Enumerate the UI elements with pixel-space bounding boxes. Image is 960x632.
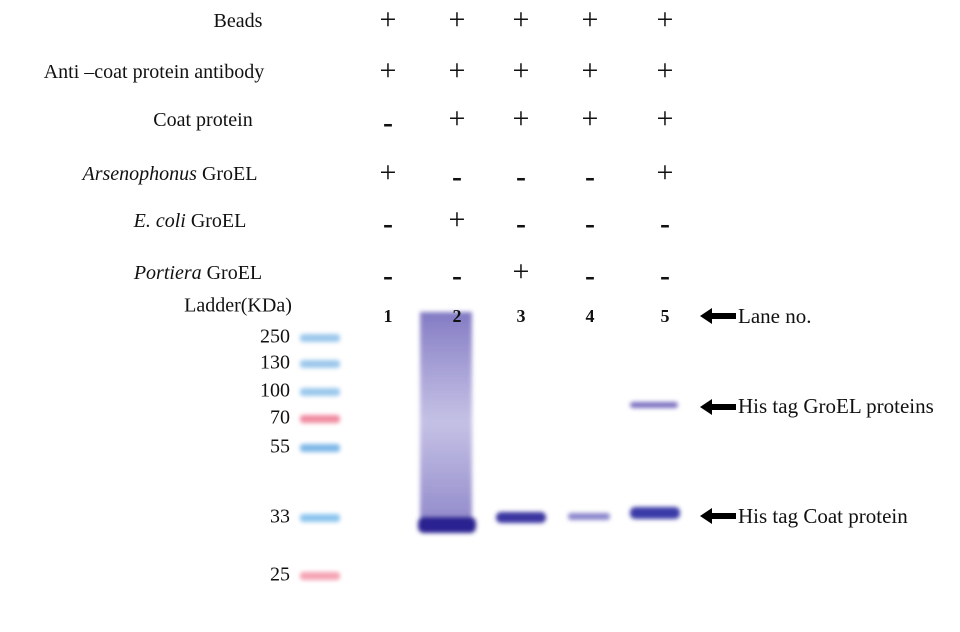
ladder-marker: 100 <box>260 380 290 402</box>
sign: + <box>582 54 599 87</box>
condition-text: GroEL <box>202 163 258 185</box>
ladder-band <box>300 572 340 580</box>
sign: + <box>449 203 466 236</box>
condition-organism: E. coli <box>133 210 186 232</box>
sign: + <box>513 102 530 135</box>
sign: - <box>660 259 670 292</box>
condition-organism: Arsenophonus <box>81 163 198 185</box>
gel <box>418 312 680 533</box>
sign: + <box>513 3 530 36</box>
sign: - <box>452 259 462 292</box>
lane-2-band <box>418 517 476 533</box>
arrow <box>700 508 736 524</box>
sign: + <box>582 102 599 135</box>
condition-text: Anti –coat protein antibody <box>44 61 265 83</box>
ladder-marker: 70 <box>270 407 290 429</box>
lane-3-band <box>496 512 546 523</box>
condition-label: Arsenophonus GroEL <box>81 163 258 185</box>
ladder-marker: 33 <box>270 506 290 528</box>
lane-5-groel-band <box>630 402 678 408</box>
lane-2-smear <box>420 312 472 532</box>
annotation: Lane no. <box>738 304 811 328</box>
sign: + <box>657 54 674 87</box>
sign: + <box>513 54 530 87</box>
sign: - <box>516 160 526 193</box>
sign: - <box>585 160 595 193</box>
sign: - <box>383 106 393 139</box>
sign: - <box>516 207 526 240</box>
condition-label: Coat protein <box>153 109 252 131</box>
sign: + <box>657 102 674 135</box>
annotation: His tag GroEL proteins <box>738 394 934 418</box>
condition-label: Portiera GroEL <box>133 262 262 284</box>
ladder-band <box>300 415 340 423</box>
condition-text: GroEL <box>191 210 247 232</box>
ladder-title: Ladder(KDa) <box>184 295 292 317</box>
figure: Beads + + + + + Anti –coat protein antibody + + +… <box>0 0 960 632</box>
ladder-band <box>300 388 340 396</box>
lane-number: 2 <box>453 306 462 326</box>
arrow <box>700 399 736 415</box>
sign: + <box>449 102 466 135</box>
sign: - <box>585 207 595 240</box>
lane-number: 3 <box>517 306 526 326</box>
lane-number: 1 <box>384 306 393 326</box>
sign: + <box>513 255 530 288</box>
ladder-band <box>300 514 340 522</box>
condition-label: Anti –coat protein antibody <box>44 61 265 83</box>
ladder-band <box>300 360 340 368</box>
sign: + <box>449 54 466 87</box>
sign: - <box>660 207 670 240</box>
sign: + <box>582 3 599 36</box>
lane-5-band <box>630 507 680 519</box>
ladder-band <box>300 334 340 342</box>
lane-number: 5 <box>661 306 670 326</box>
arrow <box>700 308 736 324</box>
ladder-bands <box>300 334 340 580</box>
condition-organism: Portiera <box>133 262 202 284</box>
sign: - <box>383 259 393 292</box>
arrows <box>700 308 736 524</box>
condition-text: Coat protein <box>153 109 252 131</box>
lane-4-band <box>568 513 610 520</box>
annotation: His tag Coat protein <box>738 504 908 528</box>
lane-number: 4 <box>586 306 595 326</box>
sign: - <box>585 259 595 292</box>
sign: + <box>449 3 466 36</box>
sign: + <box>380 156 397 189</box>
ladder-band <box>300 444 340 452</box>
ladder-marker: 250 <box>260 326 290 348</box>
condition-label: E. coli GroEL <box>133 210 247 232</box>
ladder-marker: 130 <box>260 352 290 374</box>
sign: + <box>380 54 397 87</box>
sign: + <box>657 3 674 36</box>
ladder-marker: 25 <box>270 564 290 586</box>
ladder-marker: 55 <box>270 436 290 458</box>
sign: - <box>452 160 462 193</box>
sign: - <box>383 207 393 240</box>
condition-text: Beads <box>214 10 263 32</box>
sign: + <box>657 156 674 189</box>
sign: + <box>380 3 397 36</box>
condition-text: GroEL <box>207 262 263 284</box>
condition-label: Beads <box>214 10 263 32</box>
